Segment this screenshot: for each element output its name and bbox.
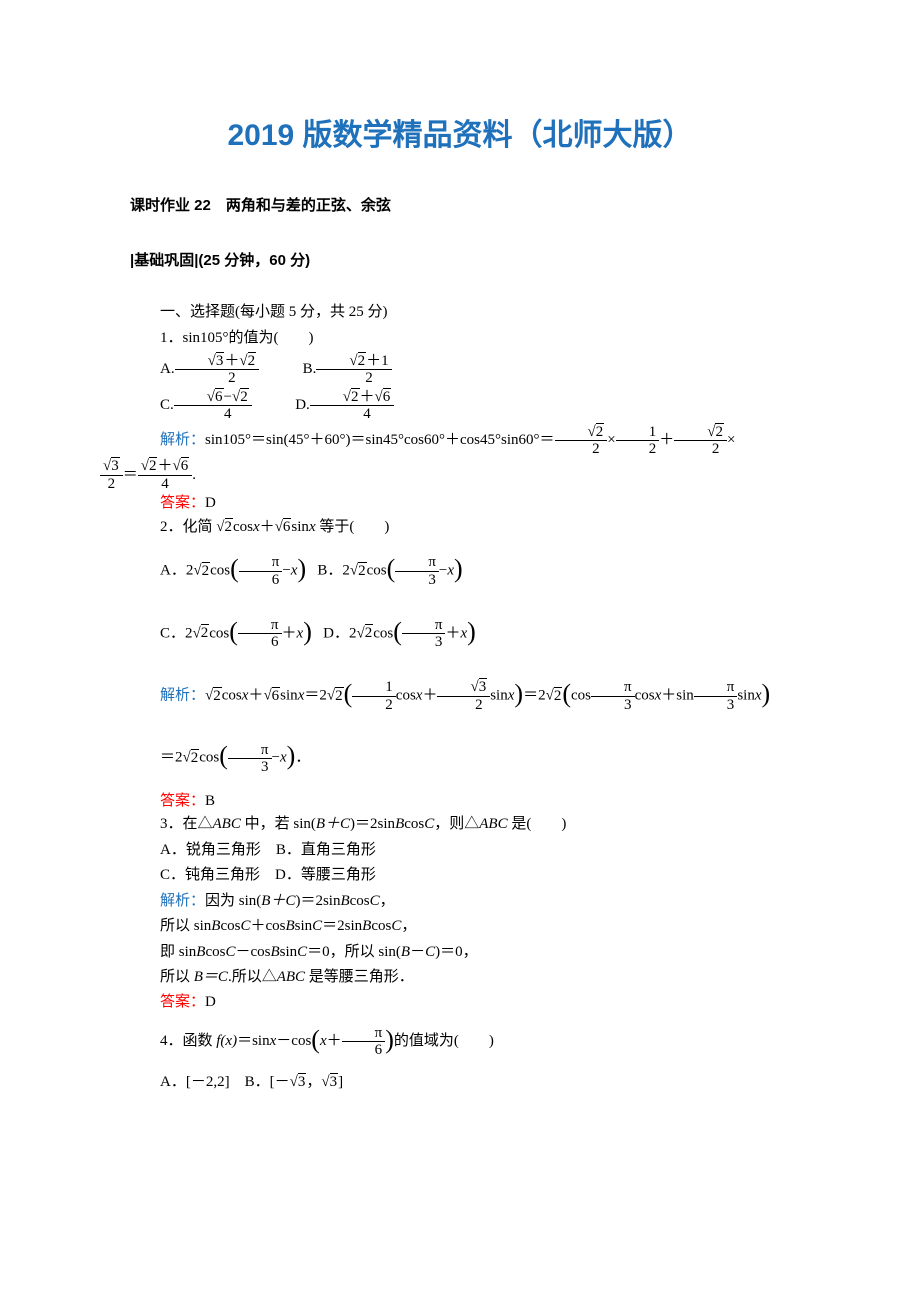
- q2-solution-line2: ＝2√2cos(π3−x)．: [130, 727, 790, 789]
- solution-label: 解析：: [160, 432, 205, 448]
- section-heading: |基础巩固|(25 分钟，60 分): [130, 249, 790, 270]
- q1-solution: 解析：sin105°＝sin(45°＋60°)＝sin45°cos60°＋cos…: [130, 423, 790, 492]
- answer-label: 答案：: [160, 994, 205, 1010]
- q3-solution-l4: 所以 B＝C.所以△ABC 是等腰三角形．: [130, 965, 790, 991]
- q4-stem: 4．函数 f(x)＝sinx－cos(x＋π6)的值域为( ): [130, 1013, 790, 1070]
- q3-stem: 3．在△ABC 中，若 sin(B＋C)＝2sinBcosC，则△ABC 是( …: [130, 812, 790, 838]
- q1-optC-frac: √6−√24: [174, 389, 252, 423]
- q1-options-row1: A.√3＋√22 B.√2＋12: [130, 351, 790, 387]
- q3-options-row2: C．钝角三角形 D．等腰三角形: [130, 863, 790, 889]
- q4-options-row1: A．[－2,2] B．[－√3，√3]: [130, 1070, 790, 1096]
- q2-stem: 2．化简 √2cosx＋√6sinx 等于( ): [130, 515, 790, 541]
- solution-label: 解析：: [160, 688, 205, 704]
- q3-answer: 答案：D: [130, 991, 790, 1014]
- q3-answer-value: D: [205, 994, 216, 1010]
- q3-solution-l2: 所以 sinBcosC＋cosBsinC＝2sinBcosC，: [130, 914, 790, 940]
- answer-label: 答案：: [160, 495, 205, 511]
- q1-answer: 答案：D: [130, 492, 790, 515]
- q1-answer-value: D: [205, 495, 216, 511]
- q2-answer: 答案：B: [130, 790, 790, 813]
- q1-stem: 1．sin105°的值为( ): [130, 326, 790, 352]
- q3-solution-l1: 解析：因为 sin(B＋C)＝2sinBcosC，: [130, 889, 790, 915]
- q2-options-row2: C．2√2cos(π6＋x) D．2√2cos(π3＋x): [130, 603, 790, 665]
- q1-optA-frac: √3＋√22: [175, 353, 259, 387]
- q2-solution-line1: 解析：√2cosx＋√6sinx＝2√2(12cosx＋√32sinx)＝2√2…: [130, 665, 790, 727]
- q1-optC-prefix: C.: [160, 397, 174, 413]
- q1-optB-prefix: B.: [303, 361, 317, 377]
- document-title: 2019 版数学精品资料（北师大版）: [130, 110, 790, 154]
- q1-sol-text: sin105°＝sin(45°＋60°)＝sin45°cos60°＋cos45°…: [205, 432, 555, 448]
- q1-optD-frac: √2＋√64: [310, 389, 394, 423]
- answer-label: 答案：: [160, 793, 205, 809]
- q3-options-row1: A．锐角三角形 B．直角三角形: [130, 838, 790, 864]
- q1-options-row2: C.√6−√24 D.√2＋√64: [130, 387, 790, 423]
- q1-optA-prefix: A.: [160, 361, 175, 377]
- q1-optD-prefix: D.: [295, 397, 310, 413]
- document-page: 2019 版数学精品资料（北师大版） 课时作业 22 两角和与差的正弦、余弦 |…: [0, 0, 920, 1156]
- q2-options-row1: A．2√2cos(π6−x) B．2√2cos(π3−x): [130, 540, 790, 602]
- lesson-heading: 课时作业 22 两角和与差的正弦、余弦: [130, 194, 790, 215]
- solution-label: 解析：: [160, 893, 205, 909]
- q3-solution-l3: 即 sinBcosC－cosBsinC＝0，所以 sin(B－C)＝0，: [130, 940, 790, 966]
- q2-answer-value: B: [205, 793, 215, 809]
- q1-optB-frac: √2＋12: [316, 353, 391, 387]
- part-title: 一、选择题(每小题 5 分，共 25 分): [130, 300, 790, 326]
